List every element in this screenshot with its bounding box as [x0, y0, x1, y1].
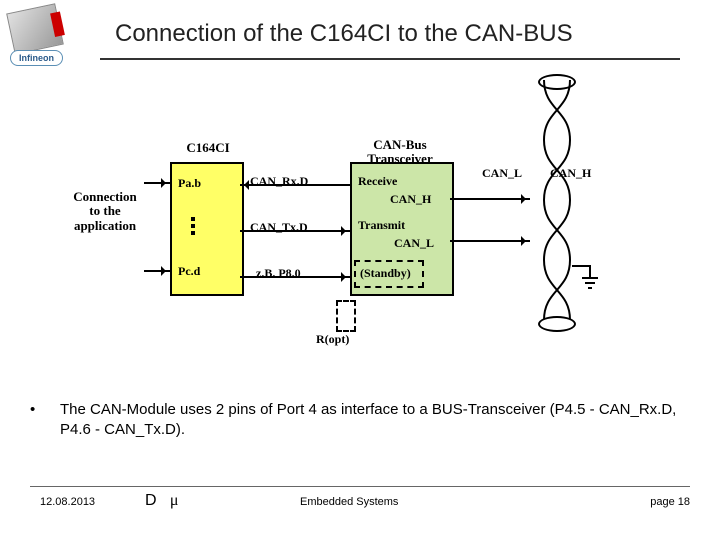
chip-icon	[6, 3, 64, 54]
canl-label: CAN_L	[482, 166, 522, 181]
standby-dashed	[354, 260, 424, 288]
trx-tx: Transmit	[358, 218, 405, 233]
line-canl	[450, 240, 530, 242]
footer-rule	[30, 486, 690, 487]
bullet: • The CAN-Module uses 2 pins of Port 4 a…	[30, 400, 690, 441]
footer-mu: μ	[170, 492, 179, 509]
diagram: C164CI Pa.b Pc.d Connection to the appli…	[60, 140, 660, 370]
conn-label: Connection to the application	[60, 190, 150, 233]
arrow-rxd	[240, 184, 350, 186]
footer-dm: D μ	[145, 492, 178, 510]
ground-icon	[572, 260, 602, 295]
pin-pcd: Pc.d	[178, 264, 200, 279]
dots-icon	[190, 214, 196, 238]
logo-text: Infineon	[10, 50, 63, 66]
arrow	[144, 270, 170, 272]
bus-cap-bot	[538, 316, 576, 332]
arrow	[144, 182, 170, 184]
trx-tx-sub: CAN_L	[394, 236, 434, 251]
c164ci-heading: C164CI	[168, 140, 248, 156]
trx-rx: Receive	[358, 174, 397, 189]
bullet-text: The CAN-Module uses 2 pins of Port 4 as …	[60, 400, 690, 441]
line-canh	[450, 198, 530, 200]
footer-page: page 18	[650, 496, 690, 508]
ropt-label: R(opt)	[316, 332, 349, 347]
footer: 12.08.2013 D μ Embedded Systems page 18	[0, 492, 720, 522]
page-title: Connection of the C164CI to the CAN-BUS	[115, 20, 573, 48]
sig-txd: CAN_Tx.D	[250, 220, 308, 235]
title-rule	[100, 58, 680, 60]
sig-rxd: CAN_Rx.D	[250, 174, 308, 189]
footer-center: Embedded Systems	[300, 496, 398, 508]
arrow-txd	[240, 230, 350, 232]
footer-date: 12.08.2013	[40, 496, 95, 508]
arrow-zb	[240, 276, 350, 278]
pin-pab: Pa.b	[178, 176, 201, 191]
trx-rx-sub: CAN_H	[390, 192, 431, 207]
sig-zb: z.B. P8.0	[256, 266, 301, 281]
bullet-dot: •	[30, 400, 35, 420]
ropt-box	[336, 300, 356, 332]
footer-D: D	[145, 492, 157, 509]
logo	[10, 8, 60, 50]
